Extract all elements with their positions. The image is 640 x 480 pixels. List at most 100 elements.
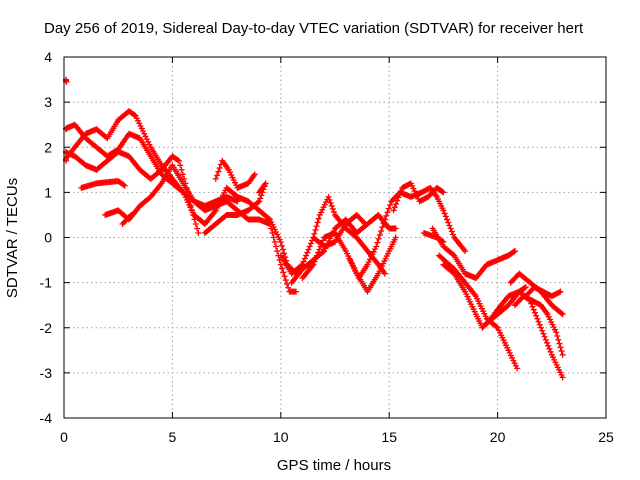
data-point (558, 348, 565, 355)
series-track-19 (436, 252, 521, 372)
data-point (510, 248, 517, 255)
data-point (450, 251, 457, 258)
data-point (316, 246, 323, 253)
series-track-13 (310, 211, 369, 250)
series-track-6 (102, 162, 299, 295)
data-point (558, 310, 565, 317)
data-point (271, 239, 278, 246)
data-point (392, 234, 399, 241)
series-track-10 (277, 193, 388, 277)
data-point (128, 211, 135, 218)
data-point (131, 111, 138, 118)
data-point (266, 220, 273, 227)
data-point (313, 223, 320, 230)
data-point (559, 311, 566, 318)
data-point (280, 269, 287, 276)
data-point (126, 213, 133, 220)
data-point (448, 228, 455, 235)
data-point (556, 340, 563, 347)
data-point (440, 189, 447, 196)
data-point (277, 239, 284, 246)
data-point (328, 202, 335, 209)
data-point (545, 342, 552, 349)
x-tick-label: 25 (598, 429, 614, 445)
data-point (555, 336, 562, 343)
data-point (190, 211, 197, 218)
data-point (310, 261, 317, 268)
y-axis-label: SDTVAR / TECUs (4, 178, 21, 298)
y-tick-label: 4 (44, 49, 52, 65)
data-point (441, 210, 448, 217)
data-point (394, 197, 401, 204)
data-point (312, 255, 319, 262)
data-point (514, 365, 521, 372)
data-point (326, 196, 333, 203)
data-point (146, 141, 153, 148)
data-point (120, 181, 127, 188)
y-tick-label: 0 (44, 230, 52, 246)
data-point (272, 243, 279, 250)
data-point (529, 303, 536, 310)
data-point (543, 339, 550, 346)
data-point (530, 306, 537, 313)
data-point (539, 327, 546, 334)
data-point (362, 220, 369, 227)
data-point (121, 182, 128, 189)
data-point (141, 130, 148, 137)
data-point (511, 248, 518, 255)
x-axis-label: GPS time / hours (277, 457, 391, 474)
series-track-7 (119, 211, 135, 227)
x-tick-label: 0 (60, 429, 68, 445)
data-point (447, 225, 454, 232)
data-point (330, 208, 337, 215)
y-tick-label: 2 (44, 139, 52, 155)
series-track-8 (201, 180, 269, 236)
data-point (381, 216, 388, 223)
data-point (547, 348, 554, 355)
data-point (315, 215, 322, 222)
series-track-14 (347, 184, 469, 282)
axis-ticks: 0 5 10 15 20 25 -4 -3 -2 -1 0 1 2 3 4 (40, 49, 614, 445)
data-point (361, 219, 368, 226)
y-tick-label: -1 (40, 275, 53, 291)
data-point (387, 202, 394, 209)
data-point (279, 246, 286, 253)
data-point (395, 194, 402, 201)
data-point (375, 235, 382, 242)
data-point (281, 273, 288, 280)
data-point (251, 171, 258, 178)
data-point (315, 249, 322, 256)
data-point (380, 220, 387, 227)
data-points (63, 76, 566, 381)
data-point (385, 205, 392, 212)
data-point (440, 207, 447, 214)
data-point (384, 209, 391, 216)
data-point (374, 239, 381, 246)
data-point (391, 204, 398, 211)
data-point (191, 216, 198, 223)
data-point (270, 234, 277, 241)
data-point (537, 324, 544, 331)
data-point (373, 243, 380, 250)
data-point (177, 162, 184, 169)
series-track-3 (63, 108, 306, 277)
data-point (216, 165, 223, 172)
data-point (268, 225, 275, 232)
series-track-20 (483, 288, 566, 381)
data-point (283, 280, 290, 287)
series-track-17 (429, 225, 518, 282)
series-track-23 (522, 284, 564, 300)
series-track-4 (78, 178, 128, 191)
data-point (187, 202, 194, 209)
data-point (306, 243, 313, 250)
x-tick-label: 10 (273, 429, 289, 445)
data-point (397, 188, 404, 195)
data-point (383, 212, 390, 219)
data-point (521, 284, 528, 291)
data-point (279, 265, 286, 272)
data-point (281, 250, 288, 257)
data-point (325, 193, 332, 200)
chart-title: Day 256 of 2019, Sidereal Day-to-day VTE… (44, 20, 584, 37)
data-point (546, 345, 553, 352)
